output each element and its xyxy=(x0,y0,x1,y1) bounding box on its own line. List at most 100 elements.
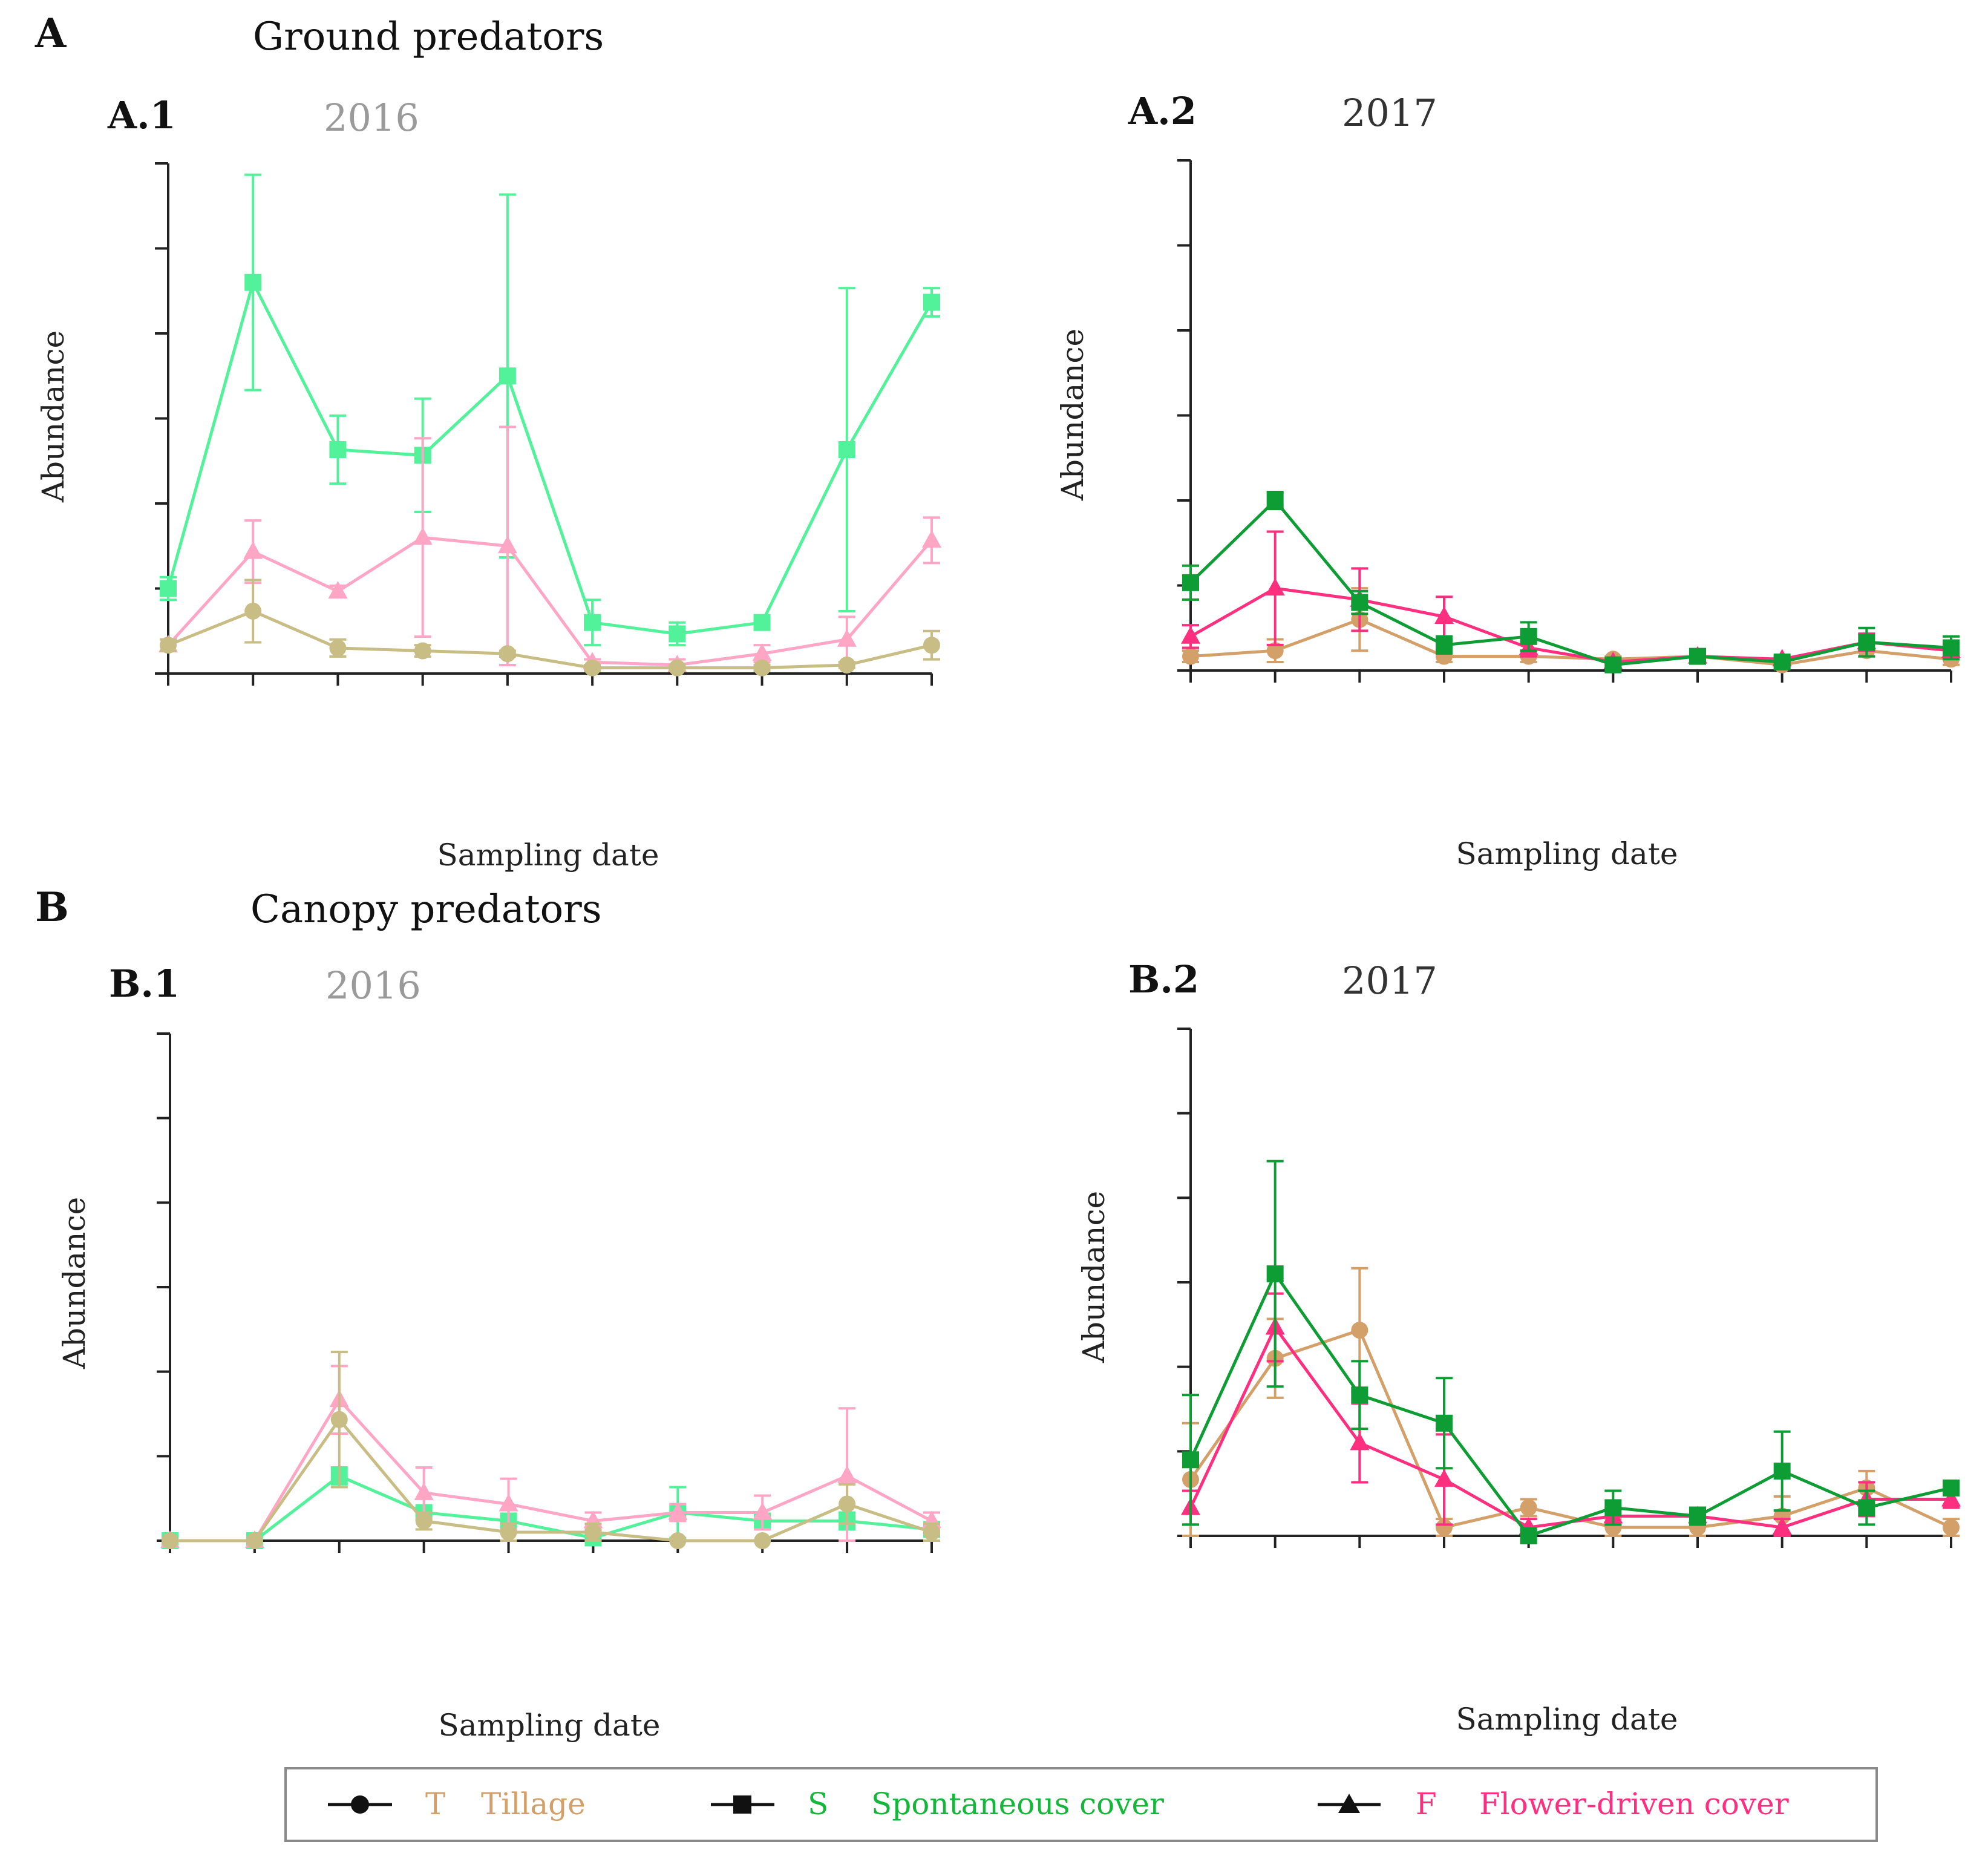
section-a-letter: A xyxy=(34,10,67,57)
chart4-series-spontaneous-cover-point xyxy=(1858,1499,1875,1516)
legend-box xyxy=(284,1767,1878,1842)
chart4-series-tillage-line xyxy=(1189,1328,1952,1529)
chart1-series-spontaneous-cover-point xyxy=(499,367,516,385)
chart3-series-tillage xyxy=(162,1351,940,1549)
chart2-series-flower-driven-cover-point xyxy=(1265,578,1285,596)
chart3-series-tillage-point xyxy=(500,1524,517,1541)
legend: T Tillage S Spontaneous cover F Flower-d… xyxy=(284,1767,1878,1842)
chart2-series-spontaneous-cover-point xyxy=(1520,628,1537,645)
chart4-series-tillage-point xyxy=(1773,1507,1791,1525)
chart1-series-tillage-point xyxy=(753,659,771,677)
panel-a2-label: A.2 xyxy=(1128,89,1197,133)
panel-b2-xlabel: Sampling date xyxy=(1456,1702,1678,1737)
chart1-series-flower-driven-cover-point xyxy=(752,643,772,661)
chart1-series-flower-driven-cover-point xyxy=(837,629,857,647)
chart3-series-tillage-point xyxy=(330,1411,348,1428)
chart1-series-spontaneous-cover-point xyxy=(753,614,771,631)
chart1-series-spontaneous-cover-point xyxy=(160,580,177,597)
chart3-series-tillage-point xyxy=(415,1512,433,1530)
panel-a1-label: A.1 xyxy=(107,93,176,137)
legend-spontaneous-code: S xyxy=(808,1786,828,1821)
chart4-series-flower-driven-cover-point xyxy=(1434,1469,1454,1487)
panel-a2-year: 2017 xyxy=(1342,91,1437,135)
chart4-series-spontaneous-cover-line xyxy=(1189,1271,1952,1538)
panel-a1-year: 2016 xyxy=(324,96,419,140)
chart2-series-tillage-point xyxy=(1182,648,1199,665)
chart2-series-spontaneous-cover-point xyxy=(1943,639,1960,657)
chart1-series-tillage-point xyxy=(329,639,347,657)
chart4-series-tillage-point xyxy=(1351,1322,1368,1339)
chart1-series-tillage-point xyxy=(669,659,686,677)
chart1-series-spontaneous-cover-point xyxy=(584,614,601,631)
panel-b2-plot xyxy=(1177,1028,1961,1548)
panel-a1: A.1 2016 Abundance Sampling date xyxy=(36,93,941,873)
chart1-series-spontaneous-cover-point xyxy=(329,441,347,459)
chart3-series-flower-driven-cover xyxy=(160,1365,941,1548)
legend-tillage-circle-marker xyxy=(351,1795,369,1814)
panel-a2-plot xyxy=(1177,159,1961,683)
chart4-series-flower-driven-cover-point xyxy=(1941,1489,1961,1507)
chart3-series-flower-driven-cover-line xyxy=(170,1397,933,1543)
chart1-series-spontaneous-cover-point xyxy=(244,274,262,291)
chart2-series-spontaneous-cover-line xyxy=(1189,498,1952,667)
chart4-series-flower-driven-cover xyxy=(1181,1292,1961,1537)
legend-tillage-label: Tillage xyxy=(481,1786,586,1821)
chart3-series-flower-driven-cover-point xyxy=(499,1493,518,1512)
panel-a1-xlabel: Sampling date xyxy=(437,838,659,873)
legend-item-spontaneous: S Spontaneous cover xyxy=(711,1786,1164,1821)
panel-a1-plot xyxy=(155,162,941,686)
section-b-letter: B xyxy=(35,884,69,931)
chart1-series-flower-driven-cover-point xyxy=(497,536,517,554)
chart1-series-tillage-point xyxy=(244,602,262,620)
legend-spontaneous-square-marker xyxy=(733,1795,751,1814)
legend-item-tillage: T Tillage xyxy=(328,1786,586,1821)
panel-b1-plot xyxy=(157,1032,941,1553)
panel-a2: A.2 2017 Abundance Sampling date xyxy=(1055,89,1961,871)
panel-b2-year: 2017 xyxy=(1342,959,1437,1003)
chart1-series-flower-driven-cover-point xyxy=(922,530,941,548)
chart3-series-tillage-point xyxy=(839,1495,856,1513)
chart4-series-spontaneous-cover-point xyxy=(1943,1479,1960,1497)
chart1-series-tillage-point xyxy=(838,656,855,674)
legend-flower-label: Flower-driven cover xyxy=(1479,1786,1789,1821)
legend-tillage-code: T xyxy=(425,1786,445,1821)
panel-a1-ylabel: Abundance xyxy=(36,330,71,503)
panel-b1-label: B.1 xyxy=(109,962,180,1006)
chart4-series-spontaneous-cover-point xyxy=(1520,1527,1537,1544)
chart3-series-tillage-point xyxy=(584,1524,602,1541)
chart1-series-flower-driven-cover-point xyxy=(328,581,348,599)
chart3-series-tillage-point xyxy=(162,1532,178,1549)
panel-a2-ylabel: Abundance xyxy=(1055,329,1090,501)
chart1-series-tillage-point xyxy=(923,637,940,654)
chart4-series-flower-driven-cover-point xyxy=(1350,1432,1370,1451)
chart2-series-spontaneous-cover-point xyxy=(1436,636,1453,654)
panel-b2-ylabel: Abundance xyxy=(1076,1191,1111,1363)
chart4-series-tillage-point xyxy=(1436,1519,1453,1536)
chart1-series-spontaneous-cover-point xyxy=(838,441,855,459)
chart1-series-spontaneous-cover-point xyxy=(923,293,940,311)
panel-b1-ylabel: Abundance xyxy=(57,1197,92,1369)
chart4-series-spontaneous-cover-point xyxy=(1351,1386,1368,1404)
chart4-series-spontaneous-cover-point xyxy=(1266,1265,1284,1283)
chart1-series-tillage xyxy=(160,579,940,677)
chart3-series-tillage-point xyxy=(669,1532,687,1549)
chart2-series-spontaneous-cover-point xyxy=(1266,492,1284,509)
chart3-series-tillage-line xyxy=(170,1417,932,1543)
chart1-series-tillage-point xyxy=(160,637,177,654)
chart1-series-flower-driven-cover-line xyxy=(167,536,933,667)
panel-b2-label: B.2 xyxy=(1128,957,1199,1002)
chart3-series-flower-driven-cover-point xyxy=(414,1482,434,1500)
chart1-series-flower-driven-cover-point xyxy=(243,541,263,559)
legend-item-flower: F Flower-driven cover xyxy=(1318,1786,1789,1821)
section-b-title: Canopy predators xyxy=(250,887,602,932)
chart2-series-tillage-line xyxy=(1190,618,1952,667)
legend-flower-triangle-marker xyxy=(1338,1794,1360,1813)
chart1-series-tillage-point xyxy=(584,659,601,677)
chart1-series-tillage-point xyxy=(499,645,516,663)
legend-flower-code: F xyxy=(1416,1786,1437,1821)
chart4-series-spontaneous-cover-point xyxy=(1689,1507,1706,1525)
chart3-series-flower-driven-cover-point xyxy=(668,1502,688,1520)
panel-b1-xlabel: Sampling date xyxy=(438,1708,660,1743)
section-a-title: Ground predators xyxy=(253,15,604,59)
